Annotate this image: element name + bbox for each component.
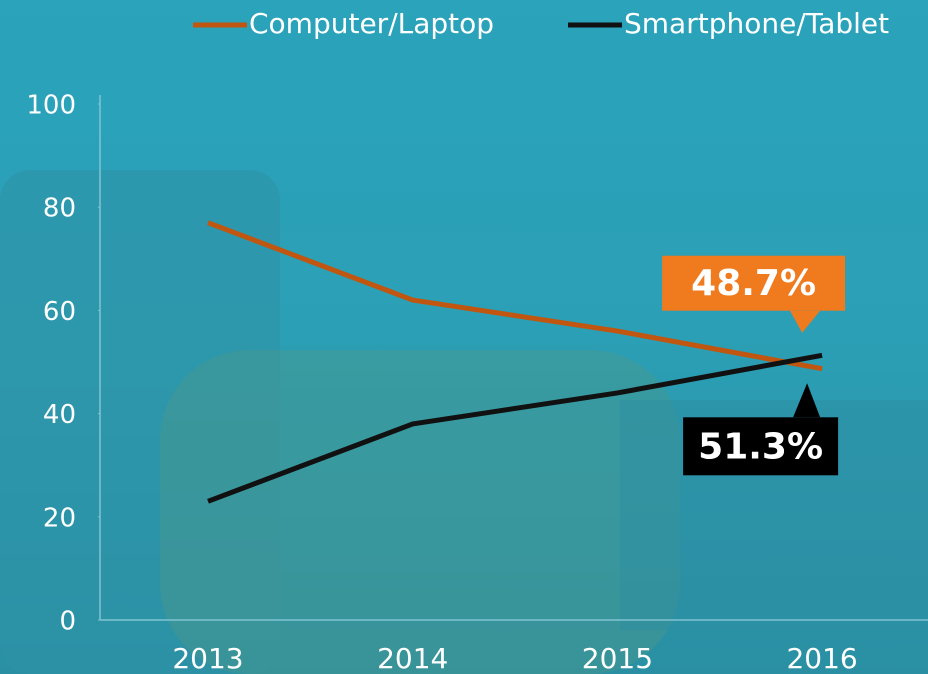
y-tick-label: 0 [59,607,76,637]
photo-truck [0,170,280,674]
data-label: 48.7% [691,263,816,304]
x-tick-label: 2013 [172,642,243,674]
label-box [662,255,846,311]
y-tick-label: 20 [43,503,76,533]
x-tick-label: 2016 [786,642,857,674]
y-tick-label: 80 [43,194,76,224]
y-tick-label: 100 [26,91,76,121]
photo-car [160,350,680,674]
line [207,352,823,504]
x-tick-label: 2014 [377,642,448,674]
line [207,220,823,372]
data-label: 51.3% [698,426,823,467]
legend-label: Smartphone/Tablet [624,7,889,40]
label-pointer [790,310,821,333]
y-tick-label: 60 [43,297,76,327]
label-pointer [793,383,821,418]
legend-label: Computer/Laptop [249,7,494,40]
y-tick-label: 40 [43,400,76,430]
x-tick-label: 2015 [582,642,653,674]
label-box [683,417,839,476]
